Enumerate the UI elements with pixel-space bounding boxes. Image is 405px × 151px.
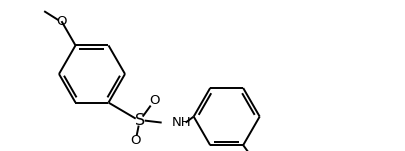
Text: O: O: [56, 15, 66, 28]
Text: O: O: [130, 134, 141, 147]
Text: O: O: [149, 94, 160, 107]
Text: S: S: [134, 113, 145, 128]
Text: NH: NH: [171, 116, 191, 129]
